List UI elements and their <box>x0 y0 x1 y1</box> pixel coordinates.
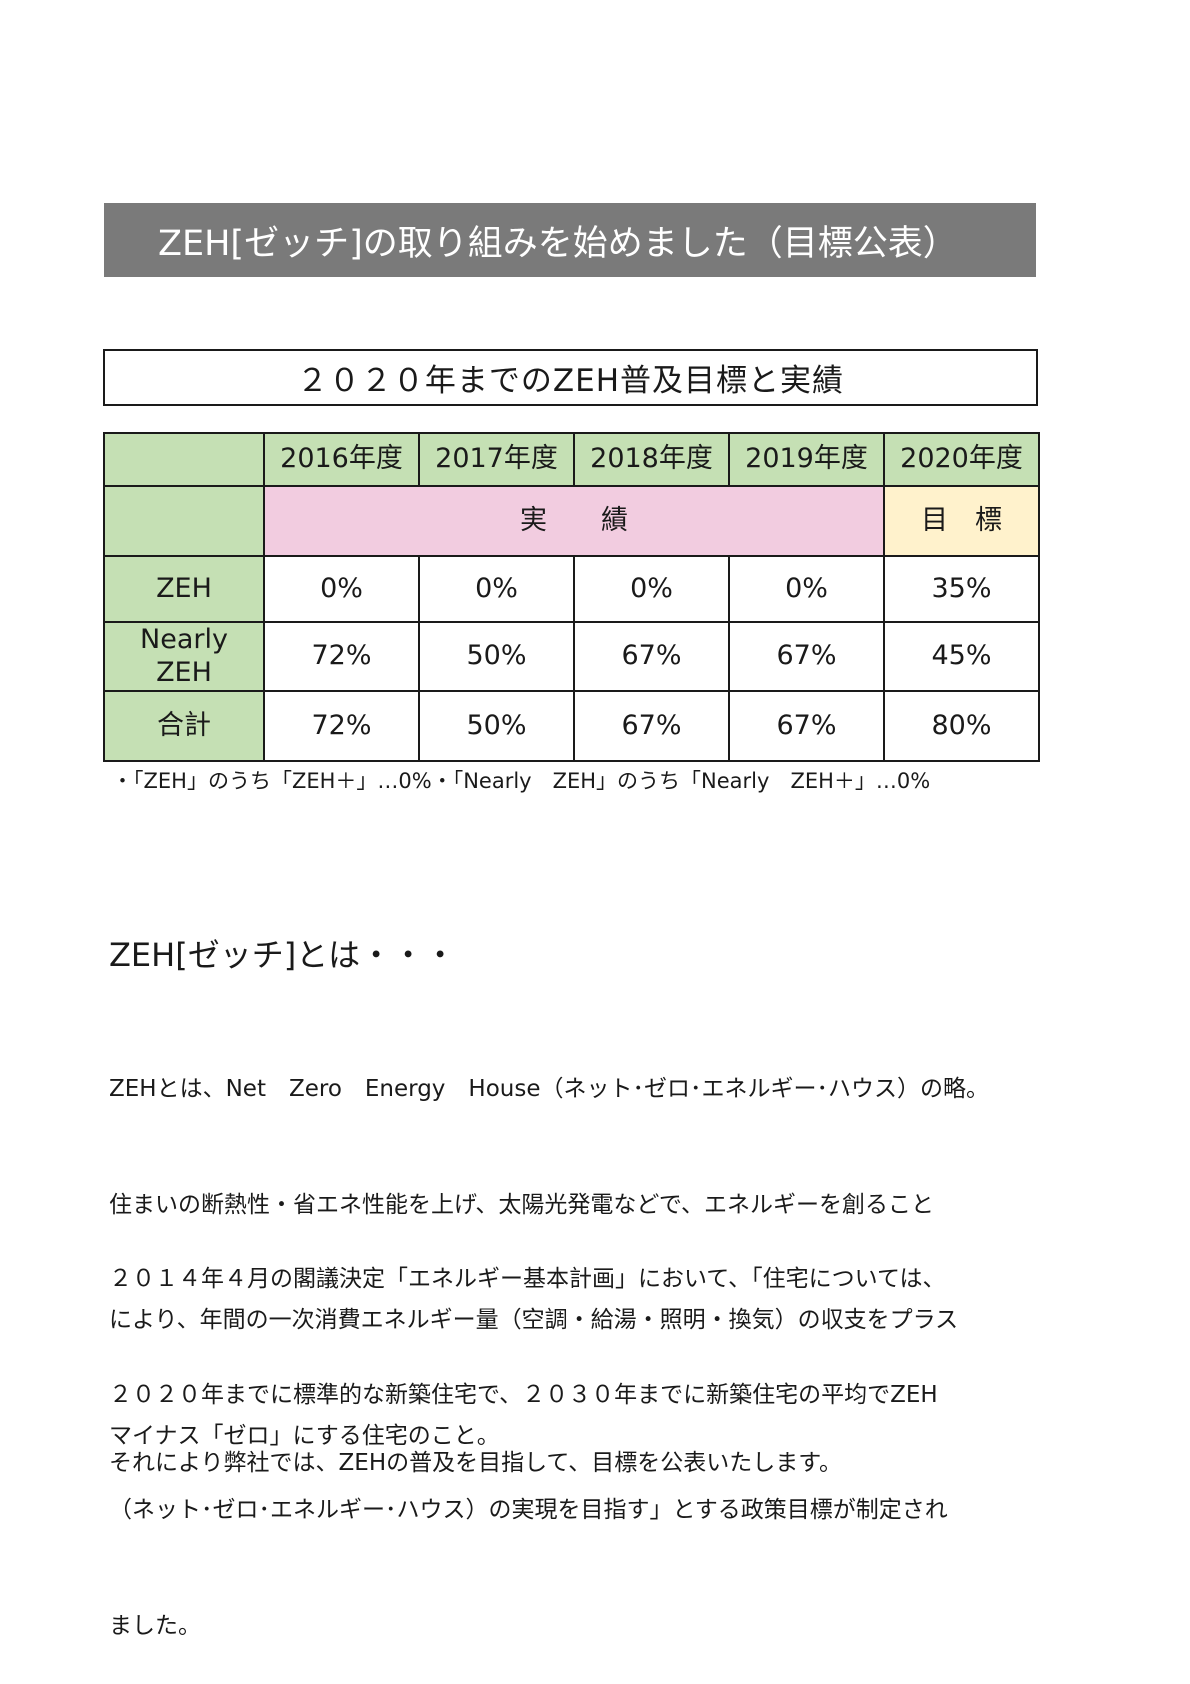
page-title: ZEH[ゼッチ]の取り組みを始めました（目標公表） <box>158 223 958 264</box>
table-cell: 67% <box>728 690 885 762</box>
table-cell: 0% <box>263 555 420 623</box>
table-row-category: 実 績 目 標 <box>103 485 1040 557</box>
table-cell: 0% <box>573 555 730 623</box>
table-row-zeh: ZEH 0% 0% 0% 0% 35% <box>103 555 1040 623</box>
row-label-total: 合計 <box>103 690 265 762</box>
target-label: 目 標 <box>883 485 1040 557</box>
paragraph-line: により、年間の一次消費エネルギー量（空調・給湯・照明・換気）の収支をプラス <box>109 1307 959 1333</box>
table-cell: 67% <box>573 621 730 692</box>
row-label-zeh: ZEH <box>103 555 265 623</box>
table-cell: 50% <box>418 621 575 692</box>
row-label-line: Nearly <box>140 624 228 656</box>
paragraph-line: （ネット･ゼロ･エネルギー･ハウス）の実現を目指す」とする政策目標が制定され <box>109 1497 948 1523</box>
table-row-total: 合計 72% 50% 67% 67% 80% <box>103 690 1040 762</box>
table-row-years: 2016年度 2017年度 2018年度 2019年度 2020年度 <box>103 432 1040 487</box>
paragraph-line: ２０２０年までに標準的な新築住宅で、２０３０年までに新築住宅の平均でZEH <box>109 1381 938 1408</box>
about-paragraph-1: ZEHとは、Net Zero Energy House（ネット･ゼロ･エネルギー… <box>109 993 989 1494</box>
table-cell: 50% <box>418 690 575 762</box>
table-footnote: ・「ZEH」のうち「ZEH＋」…0%・「Nearly ZEH」のうち「Nearl… <box>112 769 931 793</box>
table-corner-cell <box>103 432 265 487</box>
table-cell: 67% <box>573 690 730 762</box>
table-cell: 0% <box>728 555 885 623</box>
table-cell: 67% <box>728 621 885 692</box>
table-title: ２０２０年までのZEH普及目標と実績 <box>296 363 845 399</box>
page-title-banner: ZEH[ゼッチ]の取り組みを始めました（目標公表） <box>104 203 1036 277</box>
year-header-2018: 2018年度 <box>573 432 730 487</box>
paragraph-line: それにより弊社では、ZEHの普及を目指して、目標を公表いたします。 <box>109 1450 842 1476</box>
table-cell: 72% <box>263 621 420 692</box>
table-cell: 35% <box>883 555 1040 623</box>
actual-results-label: 実 績 <box>263 485 885 557</box>
year-header-2017: 2017年度 <box>418 432 575 487</box>
zeh-targets-table: 2016年度 2017年度 2018年度 2019年度 2020年度 実 績 目… <box>103 432 1040 762</box>
table-row-nearly-zeh: Nearly ZEH 72% 50% 67% 67% 45% <box>103 621 1040 692</box>
about-paragraph-2: ２０１４年４月の閣議決定「エネルギー基本計画」において、「住宅については、 ２０… <box>109 1183 948 1684</box>
about-heading: ZEH[ゼッチ]とは・・・ <box>109 936 457 974</box>
year-header-2020: 2020年度 <box>883 432 1040 487</box>
category-label-cell <box>103 485 265 557</box>
table-cell: 0% <box>418 555 575 623</box>
paragraph-line: ２０１４年４月の閣議決定「エネルギー基本計画」において、「住宅については、 <box>109 1266 946 1292</box>
row-label-nearly-zeh: Nearly ZEH <box>103 621 265 692</box>
row-label-line: ZEH <box>156 656 212 688</box>
table-cell: 45% <box>883 621 1040 692</box>
paragraph-line: マイナス「ゼロ」にする住宅のこと。 <box>109 1422 500 1449</box>
paragraph-line: 住まいの断熱性・省エネ性能を上げ、太陽光発電などで、エネルギーを創ること <box>109 1191 935 1218</box>
year-header-2016: 2016年度 <box>263 432 420 487</box>
paragraph-line: ました。 <box>109 1612 201 1639</box>
about-paragraph-3: それにより弊社では、ZEHの普及を目指して、目標を公表いたします。 <box>109 1367 842 1521</box>
paragraph-line: ZEHとは、Net Zero Energy House（ネット･ゼロ･エネルギー… <box>109 1076 989 1102</box>
table-cell: 80% <box>883 690 1040 762</box>
table-cell: 72% <box>263 690 420 762</box>
table-title-box: ２０２０年までのZEH普及目標と実績 <box>103 349 1038 406</box>
year-header-2019: 2019年度 <box>728 432 885 487</box>
